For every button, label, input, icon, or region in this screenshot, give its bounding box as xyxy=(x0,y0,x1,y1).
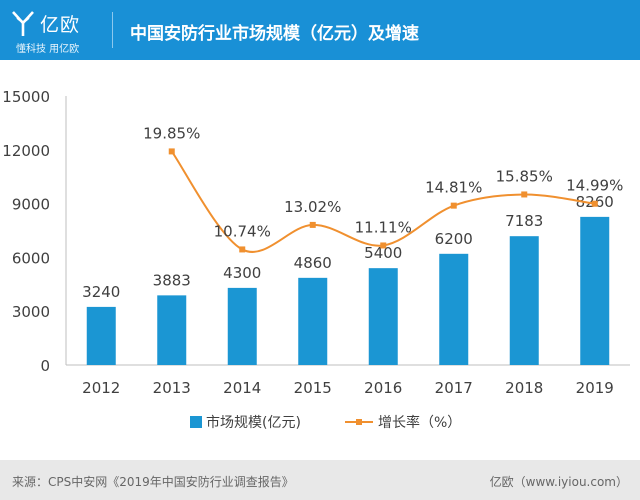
legend-line-marker xyxy=(356,419,362,425)
brand-logo: 亿欧 懂科技 用亿欧 xyxy=(10,6,102,56)
legend-line-label: 增长率（%） xyxy=(378,414,461,431)
bar-value-label: 3883 xyxy=(153,271,191,289)
logo-slogan: 懂科技 用亿欧 xyxy=(16,44,80,55)
x-tick-label: 2018 xyxy=(505,379,543,397)
bar-series: 32403883430048605400620071838260 xyxy=(82,193,614,365)
line-series: 19.85% 10.74% 13.02% 11.11% 14.81% 15.85% 14.9… xyxy=(143,124,623,253)
growth-value-label: 11.11% xyxy=(355,218,412,236)
x-axis: 2012 2013 2014 2015 2016 2017 2018 2019 xyxy=(66,364,630,397)
bar xyxy=(157,295,187,365)
bar xyxy=(368,268,398,365)
credit-note: 亿欧（www.iyiou.com） xyxy=(489,475,628,489)
page-title: 中国安防行业市场规模（亿元）及增速 xyxy=(130,24,419,44)
growth-value-label: 14.81% xyxy=(425,179,482,197)
y-tick-label: 6000 xyxy=(12,249,50,267)
growth-value-label: 15.85% xyxy=(496,167,553,185)
bar-value-label: 7183 xyxy=(505,212,543,230)
y-tick-label: 3000 xyxy=(12,303,50,321)
chart: 0 3000 6000 9000 12000 15000 2012 2013 2014 2015… xyxy=(2,88,630,431)
growth-marker xyxy=(239,246,246,253)
legend-bar-label: 市场规模(亿元) xyxy=(206,414,301,431)
x-tick-label: 2019 xyxy=(576,379,614,397)
source-note: 来源：CPS中安网《2019年中国安防行业调查报告》 xyxy=(12,475,294,489)
bar-value-label: 3240 xyxy=(82,283,120,301)
x-tick-label: 2016 xyxy=(364,379,402,397)
growth-marker xyxy=(591,200,598,207)
legend-bar-swatch xyxy=(190,416,202,428)
footer-bar: 来源：CPS中安网《2019年中国安防行业调查报告》 亿欧（www.iyiou.… xyxy=(0,460,640,500)
bar xyxy=(86,306,116,365)
legend: 市场规模(亿元) 增长率（%） xyxy=(190,414,461,431)
bar-value-label: 4300 xyxy=(223,264,261,282)
growth-value-label: 19.85% xyxy=(143,124,200,142)
x-tick-label: 2012 xyxy=(82,379,120,397)
x-tick-label: 2017 xyxy=(435,379,473,397)
x-tick-label: 2014 xyxy=(223,379,261,397)
logo-name: 亿欧 xyxy=(40,14,81,36)
y-tick-label: 12000 xyxy=(2,142,50,160)
bar-value-label: 6200 xyxy=(435,230,473,248)
growth-marker xyxy=(380,242,387,249)
bar xyxy=(580,216,610,365)
growth-marker xyxy=(309,221,316,228)
logo-mark-icon xyxy=(12,11,34,36)
y-axis: 0 3000 6000 9000 12000 15000 xyxy=(2,88,67,375)
x-tick-label: 2013 xyxy=(153,379,191,397)
bar xyxy=(439,253,469,365)
header-divider xyxy=(112,12,113,48)
growth-value-label: 10.74% xyxy=(214,222,271,240)
growth-marker xyxy=(450,202,457,209)
bar-value-label: 4860 xyxy=(294,254,332,272)
y-tick-label: 15000 xyxy=(2,88,50,106)
growth-marker xyxy=(168,148,175,155)
bar-value-label: 5400 xyxy=(364,244,402,262)
growth-value-label: 14.99% xyxy=(566,177,623,195)
header-banner: 亿欧 懂科技 用亿欧 中国安防行业市场规模（亿元）及增速 xyxy=(0,0,640,60)
bar xyxy=(298,277,328,365)
y-tick-label: 9000 xyxy=(12,196,50,214)
bar xyxy=(227,287,257,365)
growth-value-label: 13.02% xyxy=(284,198,341,216)
bar xyxy=(509,236,539,365)
growth-marker xyxy=(521,191,528,198)
x-tick-label: 2015 xyxy=(294,379,332,397)
y-tick-label: 0 xyxy=(40,357,50,375)
